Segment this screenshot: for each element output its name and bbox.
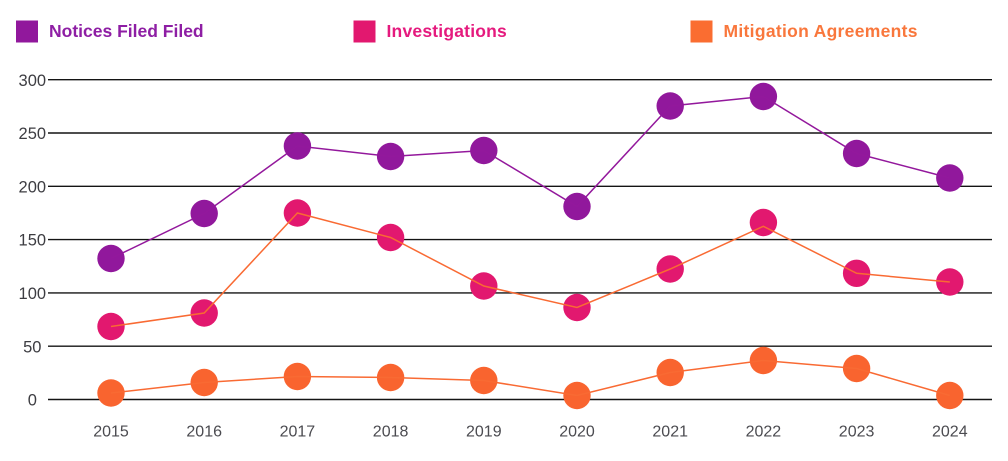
- svg-text:2019: 2019: [466, 424, 502, 441]
- svg-text:200: 200: [19, 178, 47, 196]
- svg-text:2018: 2018: [373, 424, 409, 441]
- svg-text:2015: 2015: [93, 424, 129, 441]
- svg-text:2023: 2023: [839, 424, 875, 441]
- svg-text:50: 50: [23, 338, 41, 356]
- svg-text:2024: 2024: [932, 424, 968, 441]
- svg-text:300: 300: [19, 72, 47, 90]
- svg-text:Investigations: Investigations: [387, 21, 508, 41]
- svg-text:2020: 2020: [559, 424, 595, 441]
- svg-text:2022: 2022: [746, 424, 782, 441]
- svg-text:250: 250: [19, 125, 47, 143]
- svg-text:2017: 2017: [280, 424, 316, 441]
- svg-text:Mitigation Agreements: Mitigation Agreements: [724, 21, 918, 41]
- svg-text:0: 0: [28, 392, 37, 410]
- svg-text:100: 100: [19, 285, 47, 303]
- svg-text:Notices Filed Filed: Notices Filed Filed: [49, 21, 204, 41]
- svg-text:2016: 2016: [186, 424, 222, 441]
- svg-text:2021: 2021: [652, 424, 688, 441]
- svg-text:150: 150: [19, 232, 47, 250]
